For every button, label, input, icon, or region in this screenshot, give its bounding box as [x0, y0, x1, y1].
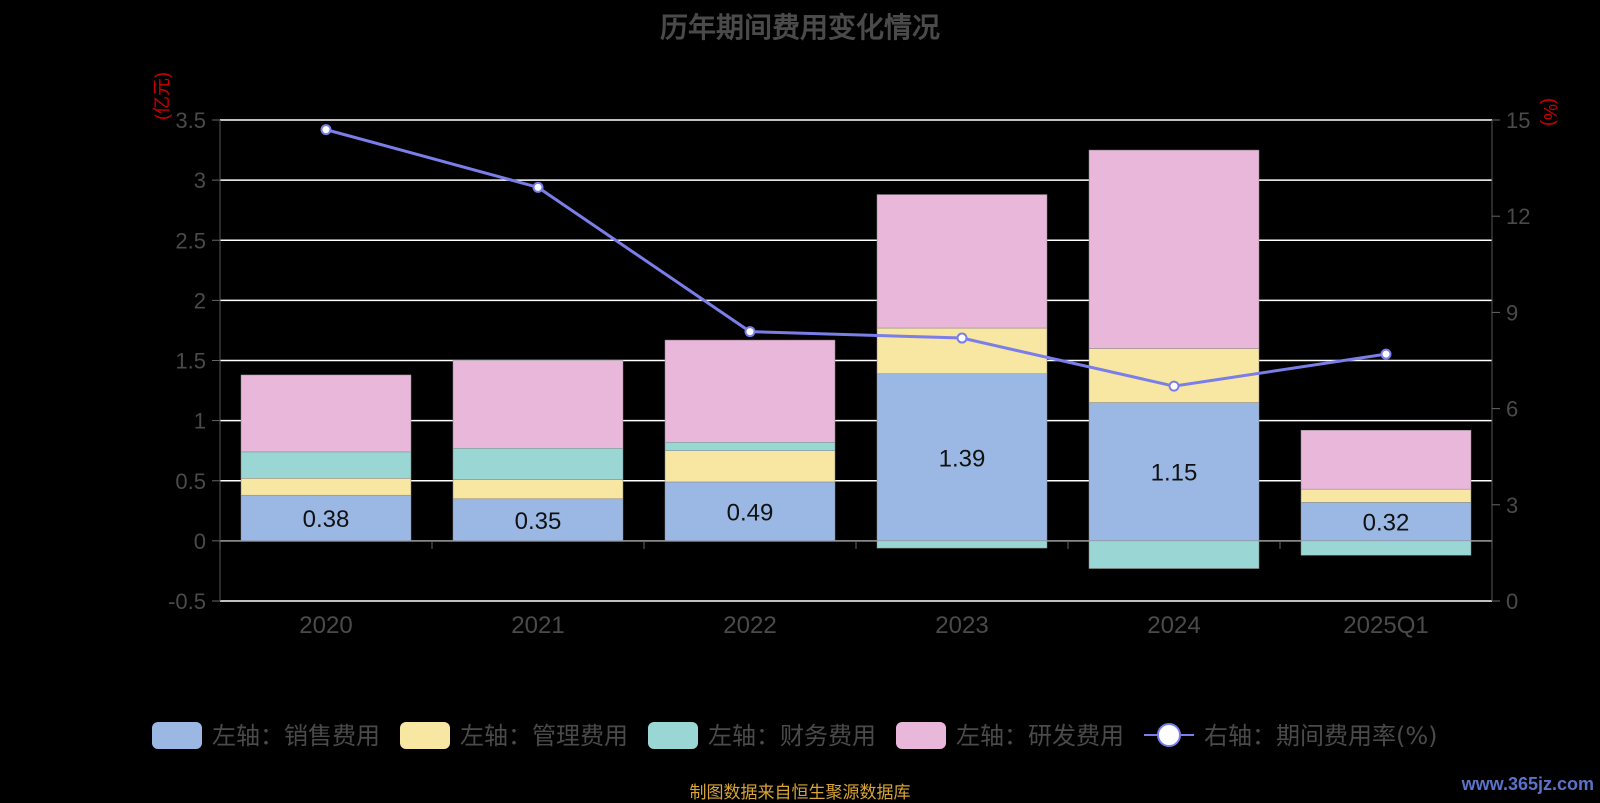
y-left-tick-label: 3 [194, 168, 206, 193]
line-point [744, 326, 756, 338]
watermark: www.365jz.com [1461, 774, 1594, 794]
y-right-tick-label: 12 [1506, 204, 1530, 229]
legend-label-admin: 左轴：管理费用 [460, 722, 628, 750]
y-right-tick-label: 15 [1506, 108, 1530, 133]
legend-label-sales: 左轴：销售费用 [212, 722, 380, 750]
line-point [1168, 380, 1180, 392]
chart-title: 历年期间费用变化情况 [659, 12, 940, 43]
line-point [1380, 348, 1392, 360]
bar-segment-rd [240, 374, 412, 453]
x-tick-label: 2022 [723, 612, 776, 639]
y-right-tick-label: 0 [1506, 589, 1518, 614]
x-tick-label: 2024 [1147, 612, 1200, 639]
left-axis-unit: (亿元) [152, 72, 172, 120]
data-label: 0.35 [515, 508, 562, 535]
bar-segment-finance [1088, 540, 1260, 569]
bar-segment-rd [1300, 429, 1472, 490]
bar-segment-admin [1088, 348, 1260, 403]
x-tick-label: 2025Q1 [1343, 612, 1428, 639]
y-left-tick-label: 2 [194, 288, 206, 313]
data-label: 1.15 [1151, 460, 1198, 487]
y-left-tick-label: 0.5 [175, 469, 206, 494]
line-point [532, 181, 544, 193]
bar-segment-sales [1088, 402, 1260, 542]
bar-segment-finance [240, 451, 412, 479]
y-left-tick-label: 2.5 [175, 228, 206, 253]
bar-segment-sales [876, 373, 1048, 542]
line-series-expense-rate [325, 128, 1387, 388]
bar-segment-admin [240, 478, 412, 496]
y-right-tick-label: 6 [1506, 397, 1518, 422]
data-label: 0.32 [1363, 510, 1410, 537]
bar-segment-admin [664, 450, 836, 483]
bar-segment-sales [1300, 502, 1472, 542]
bar-segment-rd [664, 339, 836, 443]
legend-label-finance: 左轴：财务费用 [708, 722, 876, 750]
legend-label-line: 右轴：期间费用率(%) [1204, 722, 1438, 750]
y-right-tick-label: 3 [1506, 493, 1518, 518]
legend-swatch-sales [152, 722, 202, 749]
right-axis-unit: (%) [1540, 98, 1560, 126]
data-source-note: 制图数据来自恒生聚源数据库 [689, 783, 911, 802]
y-left-tick-label: 1.5 [175, 349, 206, 374]
y-left-tick-label: 1 [194, 409, 206, 434]
line-point [320, 124, 332, 136]
bar-segment-finance [876, 540, 1048, 549]
bar-segment-rd [452, 360, 624, 449]
legend-marker-line [1157, 723, 1181, 747]
data-label: 0.49 [727, 499, 774, 526]
bar-segment-finance [1300, 540, 1472, 556]
y-left-tick-label: -0.5 [168, 589, 206, 614]
legend-swatch-finance [648, 722, 698, 749]
data-label: 0.38 [303, 506, 350, 533]
y-right-tick-label: 9 [1506, 300, 1518, 325]
legend-label-rd: 左轴：研发费用 [956, 722, 1124, 750]
x-tick-label: 2020 [299, 612, 352, 639]
bar-segment-rd [1088, 149, 1260, 349]
bar-segment-rd [876, 194, 1048, 329]
bar-segment-admin [1300, 488, 1472, 503]
legend-swatch-admin [400, 722, 450, 749]
x-tick-label: 2023 [935, 612, 988, 639]
bar-segment-admin [452, 479, 624, 500]
y-left-tick-label: 3.5 [175, 108, 206, 133]
y-left-tick-label: 0 [194, 529, 206, 554]
x-tick-label: 2021 [511, 612, 564, 639]
bar-segment-finance [664, 442, 836, 451]
bar-segment-sales [664, 481, 836, 542]
legend-swatch-rd [896, 722, 946, 749]
data-label: 1.39 [939, 445, 986, 472]
bar-segment-finance [452, 448, 624, 480]
line-point [956, 332, 968, 344]
bar-segment-sales [452, 498, 624, 542]
